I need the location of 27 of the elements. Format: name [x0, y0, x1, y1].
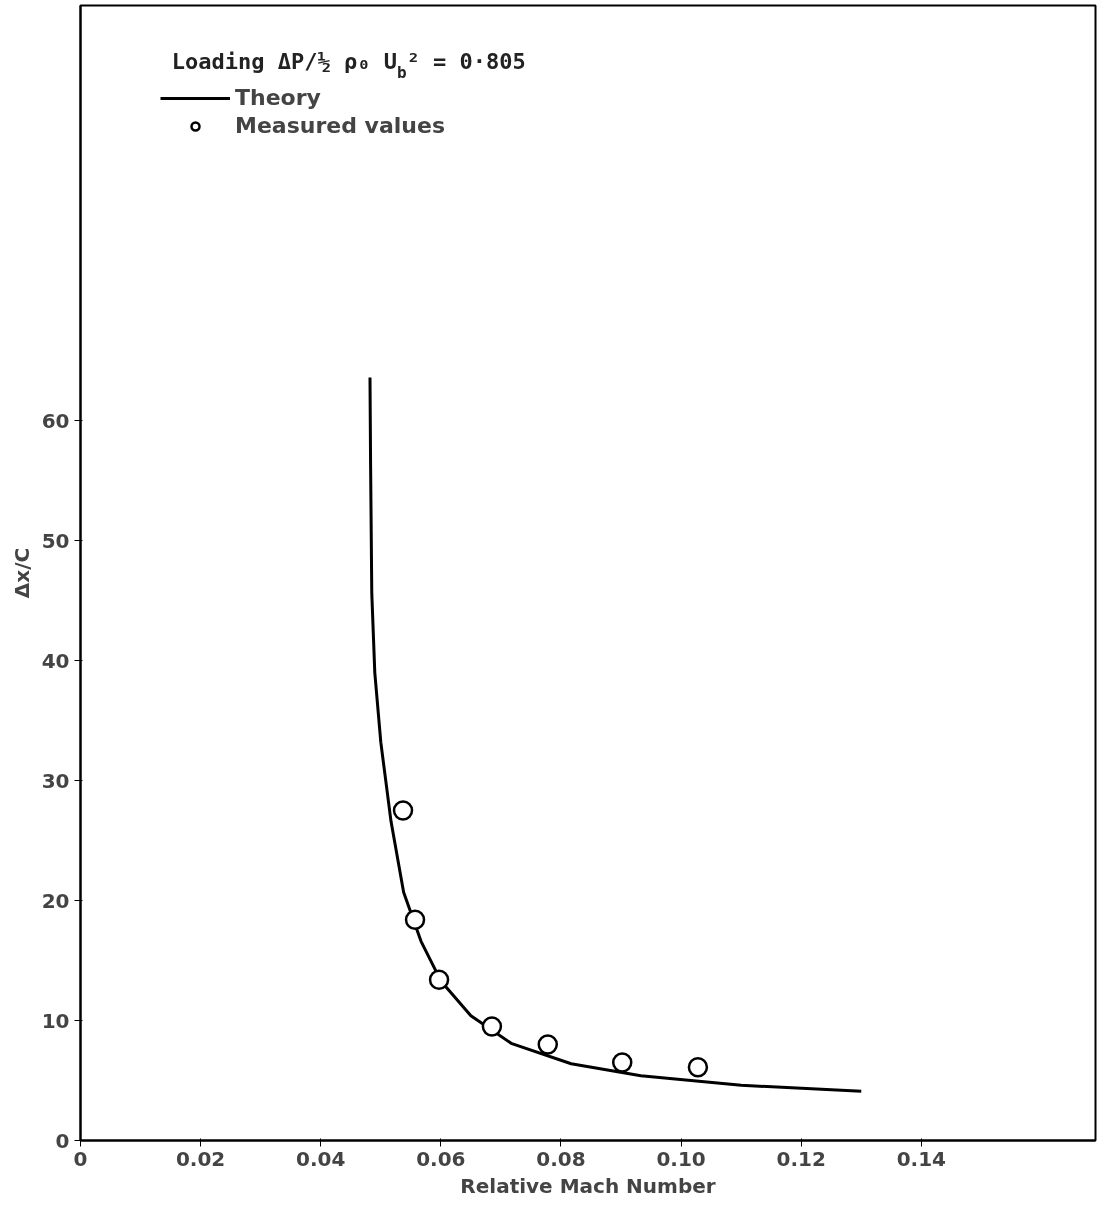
x-tick-label: 0.10: [656, 1146, 706, 1171]
point: [481, 1016, 503, 1037]
x-tick-label: 0.06: [416, 1146, 466, 1171]
legend-label: Theory: [235, 85, 321, 110]
x-tick-label: 0.04: [296, 1146, 346, 1171]
line-series: [368, 375, 863, 1093]
x-tick-label: 0.08: [536, 1146, 586, 1171]
point: [392, 800, 414, 821]
x-tick-label: 0: [73, 1146, 88, 1171]
x-tick-label: 0.02: [175, 1146, 226, 1171]
point: [537, 1034, 559, 1055]
y-tick-label: 30: [41, 768, 70, 793]
y-tick-label: 10: [41, 1008, 70, 1033]
y-tick-label: 50: [41, 528, 70, 553]
y-tick-label: 0: [55, 1128, 70, 1153]
x-axis-title: Relative Mach Number: [460, 1173, 716, 1198]
point: [611, 1052, 633, 1073]
point: [404, 909, 426, 930]
y-tick-label: 20: [41, 888, 70, 913]
legend-label: Measured values: [235, 113, 445, 138]
point: [687, 1057, 709, 1078]
point: [428, 969, 450, 990]
y-axis-title: Δx/C: [9, 547, 34, 599]
x-tick-label: 0.14: [896, 1146, 947, 1171]
y-tick-label: 60: [41, 408, 70, 433]
y-tick-label: 40: [41, 648, 70, 673]
x-tick-label: 0.12: [776, 1146, 826, 1171]
